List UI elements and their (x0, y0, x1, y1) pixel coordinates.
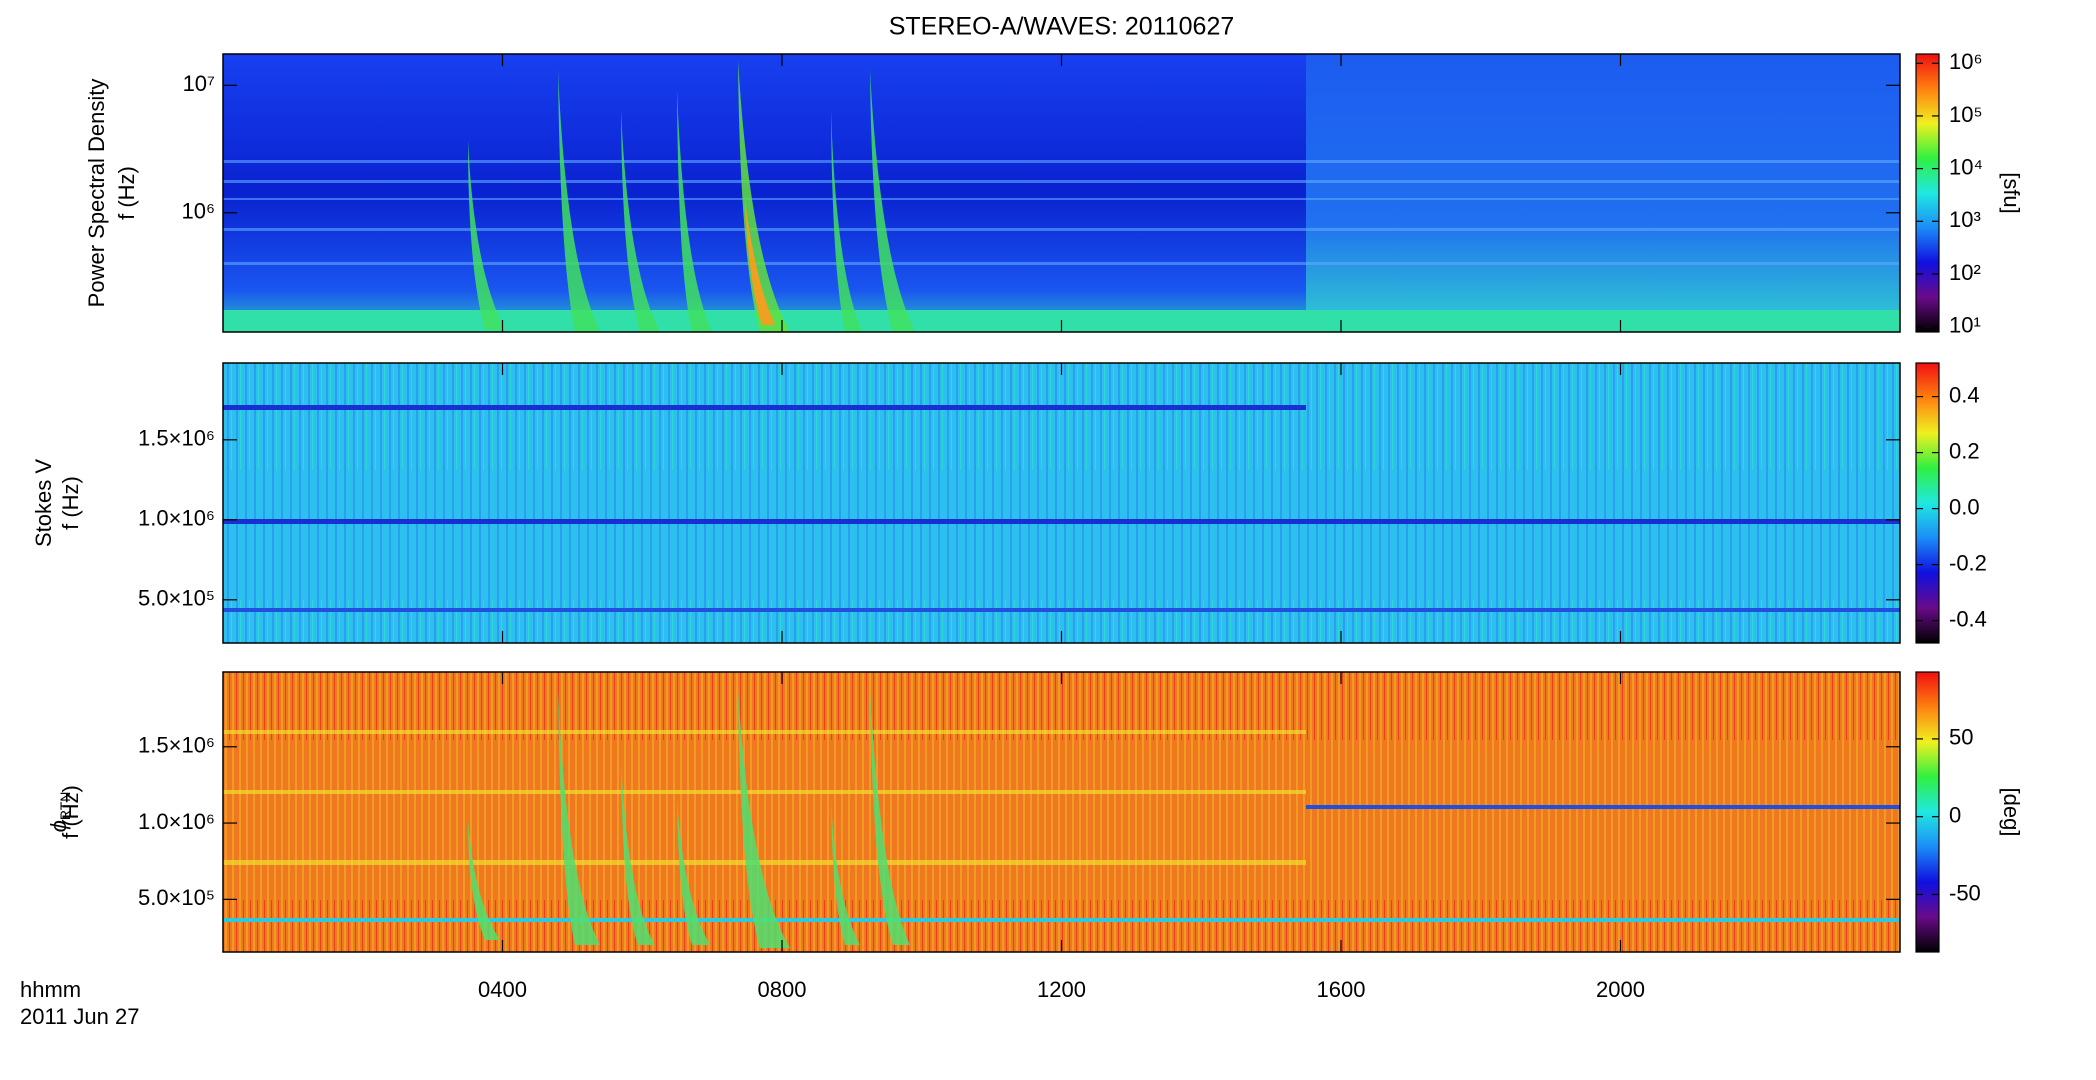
bursts (468, 690, 910, 948)
y-axis-label: f (Hz) (58, 476, 83, 530)
spectrogram-phi (223, 672, 1900, 952)
y-tick-label: 1.0×10⁶ (138, 809, 215, 834)
colorbar-tick-label: 50 (1949, 725, 1973, 750)
band-line (223, 918, 1900, 922)
spectrogram-image (223, 672, 1900, 952)
colorbar-tick-label: -50 (1949, 880, 1981, 905)
x-tick-label: 0400 (478, 977, 527, 1002)
band-line (223, 519, 1900, 524)
band-line (223, 608, 1900, 612)
x-tick-label: 0800 (758, 977, 807, 1002)
x-tick-label: 1200 (1037, 977, 1086, 1002)
colorbar (1915, 671, 1940, 953)
chart-title: STEREO-A/WAVES: 20110627 (889, 13, 1235, 41)
y-axis-label: ϕRTN (46, 792, 73, 833)
colorbar-label: [sfu] (1999, 172, 2024, 214)
colorbar-tick-label: 10² (1949, 260, 1981, 285)
band-lines (223, 730, 1306, 865)
spectrogram-image (1306, 54, 1900, 332)
date-label: 2011 Jun 27 (20, 1004, 139, 1029)
y-axis-label-sub: RTN (57, 792, 73, 821)
colorbar-tick-label: 10⁵ (1949, 102, 1983, 127)
y-tick-label: 5.0×10⁵ (138, 586, 215, 611)
y-axis-label: f (Hz) (114, 166, 139, 220)
colorbar-tick-label: 10⁶ (1949, 49, 1983, 74)
y-axis-label: f (Hz) (58, 785, 83, 839)
colorbar (1915, 362, 1940, 644)
colorbar (1915, 53, 1940, 333)
y-tick-label: 10⁶ (181, 199, 215, 224)
band-lines (223, 160, 1900, 265)
x-axis-label: hhmm (20, 977, 81, 1002)
y-axis-label-symbol: ϕ (46, 820, 71, 832)
y-tick-label: 10⁷ (183, 71, 215, 96)
colorbar-tick-label: -0.2 (1949, 550, 1987, 575)
colorbar-tick-label: 0.0 (1949, 494, 1980, 519)
colorbar-label: [deg] (1999, 788, 2024, 837)
y-tick-label: 1.0×10⁶ (138, 506, 215, 531)
colorbar-tick-label: 0.2 (1949, 438, 1980, 463)
spectrogram-stokes (223, 363, 1900, 643)
spectrogram-psd (223, 54, 1900, 332)
y-tick-label: 5.0×10⁵ (138, 885, 215, 910)
band-line (223, 405, 1306, 410)
colorbar-tick-label: 10⁴ (1949, 154, 1983, 179)
y-tick-label: 1.5×10⁶ (138, 733, 215, 758)
colorbar-tick-label: 10¹ (1949, 312, 1981, 337)
burst-core (745, 200, 775, 325)
colorbar-tick-label: 10³ (1949, 207, 1981, 232)
y-axis-label: Stokes V (31, 459, 56, 547)
colorbar-tick-label: 0.4 (1949, 382, 1980, 407)
band-line (1306, 805, 1900, 809)
colorbar-tick-label: 0 (1949, 802, 1961, 827)
x-tick-label: 1600 (1317, 977, 1366, 1002)
colorbar-tick-label: -0.4 (1949, 606, 1987, 631)
x-tick-label: 2000 (1596, 977, 1645, 1002)
y-tick-label: 1.5×10⁶ (138, 426, 215, 451)
y-axis-label: Power Spectral Density (84, 79, 109, 308)
